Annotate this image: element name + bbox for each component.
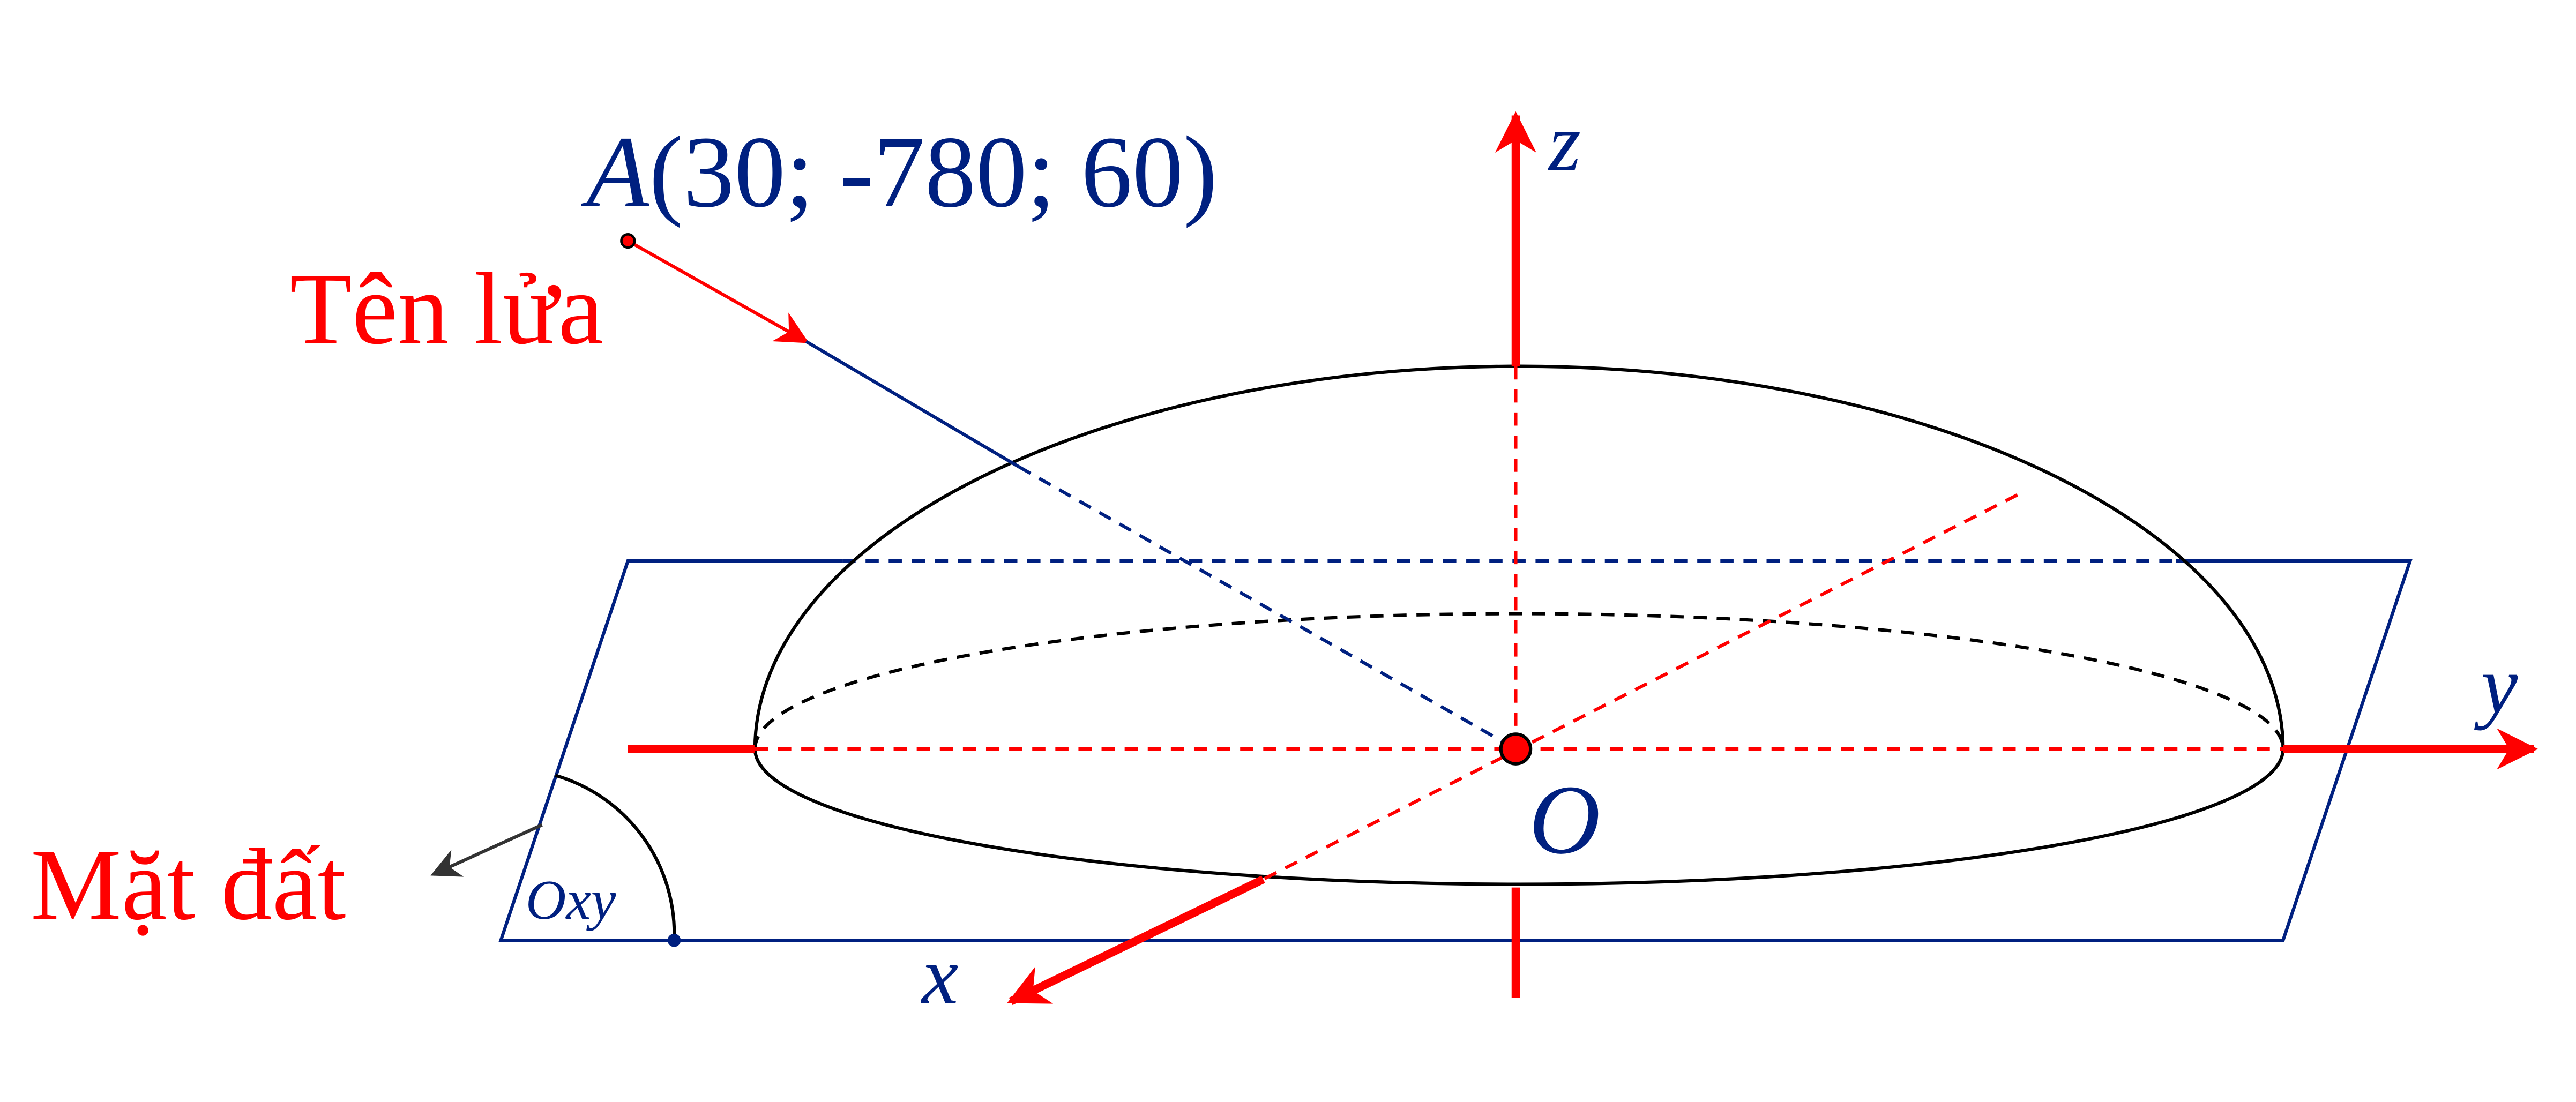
plane xyxy=(498,559,2413,942)
rocket-label: Tên lửa xyxy=(289,253,603,366)
origin-label: O xyxy=(1529,764,1600,874)
point-name: A xyxy=(581,116,650,229)
z-label: z xyxy=(1548,97,1581,188)
point-label: A(30; -780; 60) xyxy=(581,116,1218,229)
point-a xyxy=(620,233,636,249)
trajectory xyxy=(627,239,1517,751)
ground-arrow xyxy=(430,823,543,877)
y-label: y xyxy=(2474,640,2518,731)
ground-label: Mặt đất xyxy=(31,828,346,941)
x-label: x xyxy=(921,930,958,1021)
origin-dot xyxy=(1499,732,1533,766)
point-coords: (30; -780; 60) xyxy=(649,116,1217,229)
plane-dot xyxy=(667,933,681,947)
plane-label: Oxy xyxy=(526,869,616,931)
dome xyxy=(753,364,2285,886)
